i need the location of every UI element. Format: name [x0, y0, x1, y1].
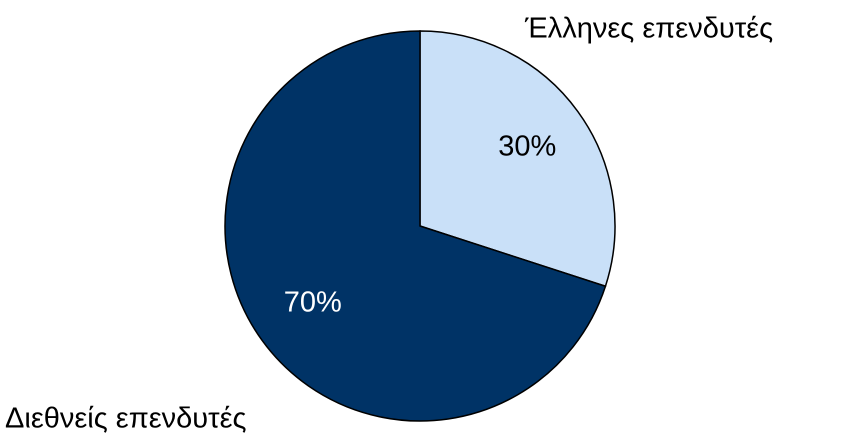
data-label: 70%: [284, 287, 342, 319]
pie-slice: [419, 30, 616, 288]
category-label: Διεθνείς επενδυτές: [5, 403, 247, 435]
category-label: Έλληνες επενδυτές: [524, 13, 773, 45]
pie-slice: [224, 30, 607, 422]
data-label: 30%: [498, 131, 556, 163]
